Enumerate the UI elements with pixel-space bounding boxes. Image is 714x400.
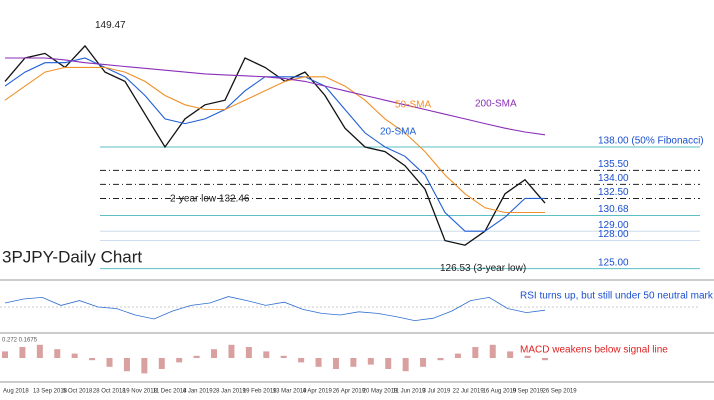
macd-header: 0.272 0.1675 xyxy=(2,338,38,344)
level-label: 129.00 xyxy=(598,220,629,231)
macd-bar xyxy=(228,344,235,358)
level-label: 130.68 xyxy=(598,204,629,215)
macd-bar xyxy=(36,344,43,358)
series-label: 20-SMA xyxy=(380,127,416,138)
macd-bar xyxy=(524,355,531,358)
annotation: 2-year low 132.46 xyxy=(170,193,250,204)
series-label: 50-SMA xyxy=(395,100,431,111)
series-line xyxy=(4,66,545,214)
macd-bar xyxy=(489,344,496,358)
macd-bar xyxy=(263,351,270,358)
x-tick-label: 11 Dec 2018 xyxy=(153,389,187,395)
x-tick-label: 3 Jul 2019 xyxy=(423,389,451,395)
macd-label: MACD weakens below signal line xyxy=(520,345,668,356)
x-tick-label: 28 Oct 2018 xyxy=(93,389,126,395)
x-tick-label: 5 Oct 2018 xyxy=(63,389,93,395)
macd-bar xyxy=(245,347,252,358)
x-tick-label: 4 Apr 2019 xyxy=(303,389,333,395)
macd-bar xyxy=(54,349,61,358)
x-tick-label: 4 Jan 2019 xyxy=(183,389,213,395)
x-tick-label: 26 Sep 2019 xyxy=(543,389,578,395)
macd-bar xyxy=(385,358,392,369)
chart-title: 3PJPY-Daily Chart xyxy=(2,247,142,266)
x-tick-label: 13 Mar 2019 xyxy=(273,389,307,395)
x-tick-label: 19 Feb 2019 xyxy=(243,389,277,395)
macd-bar xyxy=(507,351,514,358)
macd-bar xyxy=(367,358,374,365)
macd-bar xyxy=(420,358,427,367)
x-tick-label: 13 Sep 2018 xyxy=(33,389,68,395)
macd-bar xyxy=(332,358,339,369)
macd-bar xyxy=(280,355,287,358)
series-line xyxy=(4,44,546,246)
macd-bar xyxy=(402,358,409,372)
annotation: 126.53 (3-year low) xyxy=(440,263,526,274)
macd-bar xyxy=(542,358,548,361)
x-tick-label: 11 Jun 2019 xyxy=(393,389,426,395)
macd-bar xyxy=(176,358,183,363)
macd-bar xyxy=(472,347,479,358)
series-line xyxy=(5,57,546,136)
macd-bar xyxy=(193,355,200,358)
macd-bar xyxy=(123,358,130,372)
macd-bar xyxy=(437,358,444,361)
rsi-label: RSI turns up, but still under 50 neutral… xyxy=(520,291,714,302)
macd-bar xyxy=(71,353,78,358)
x-tick-label: 26 Apr 2019 xyxy=(333,389,366,395)
macd-bar xyxy=(2,351,8,358)
macd-bar xyxy=(315,358,322,367)
macd-bar xyxy=(19,347,26,358)
macd-bar xyxy=(350,358,357,367)
x-tick-label: 20 May 2019 xyxy=(363,389,398,395)
macd-bar xyxy=(158,358,165,369)
x-tick-label: 16 Aug 2019 xyxy=(483,389,517,395)
macd-bar xyxy=(89,358,96,361)
macd-bar xyxy=(211,349,218,358)
series-label: 200-SMA xyxy=(475,99,517,110)
level-label: 135.50 xyxy=(598,159,629,170)
rsi-line xyxy=(4,296,546,322)
level-label: 125.00 xyxy=(598,257,629,268)
x-tick-label: 19 Nov 2018 xyxy=(123,389,158,395)
level-label: 128.00 xyxy=(598,229,629,240)
level-label: 132.50 xyxy=(598,187,629,198)
x-tick-label: 9 Sep 2019 xyxy=(513,389,544,395)
x-tick-label: 28 Jan 2019 xyxy=(213,389,247,395)
x-tick-label: Aug 2018 xyxy=(3,389,29,395)
macd-bar xyxy=(298,358,305,363)
x-tick-label: 22 Jul 2019 xyxy=(453,389,485,395)
level-label: 134.00 xyxy=(598,173,629,184)
macd-bar xyxy=(454,353,461,358)
level-label: 138.00 (50% Fibonacci) xyxy=(598,136,704,147)
macd-bar xyxy=(141,358,148,374)
series-line xyxy=(4,57,545,232)
annotation: 149.47 xyxy=(95,20,126,31)
macd-bar xyxy=(106,358,113,367)
